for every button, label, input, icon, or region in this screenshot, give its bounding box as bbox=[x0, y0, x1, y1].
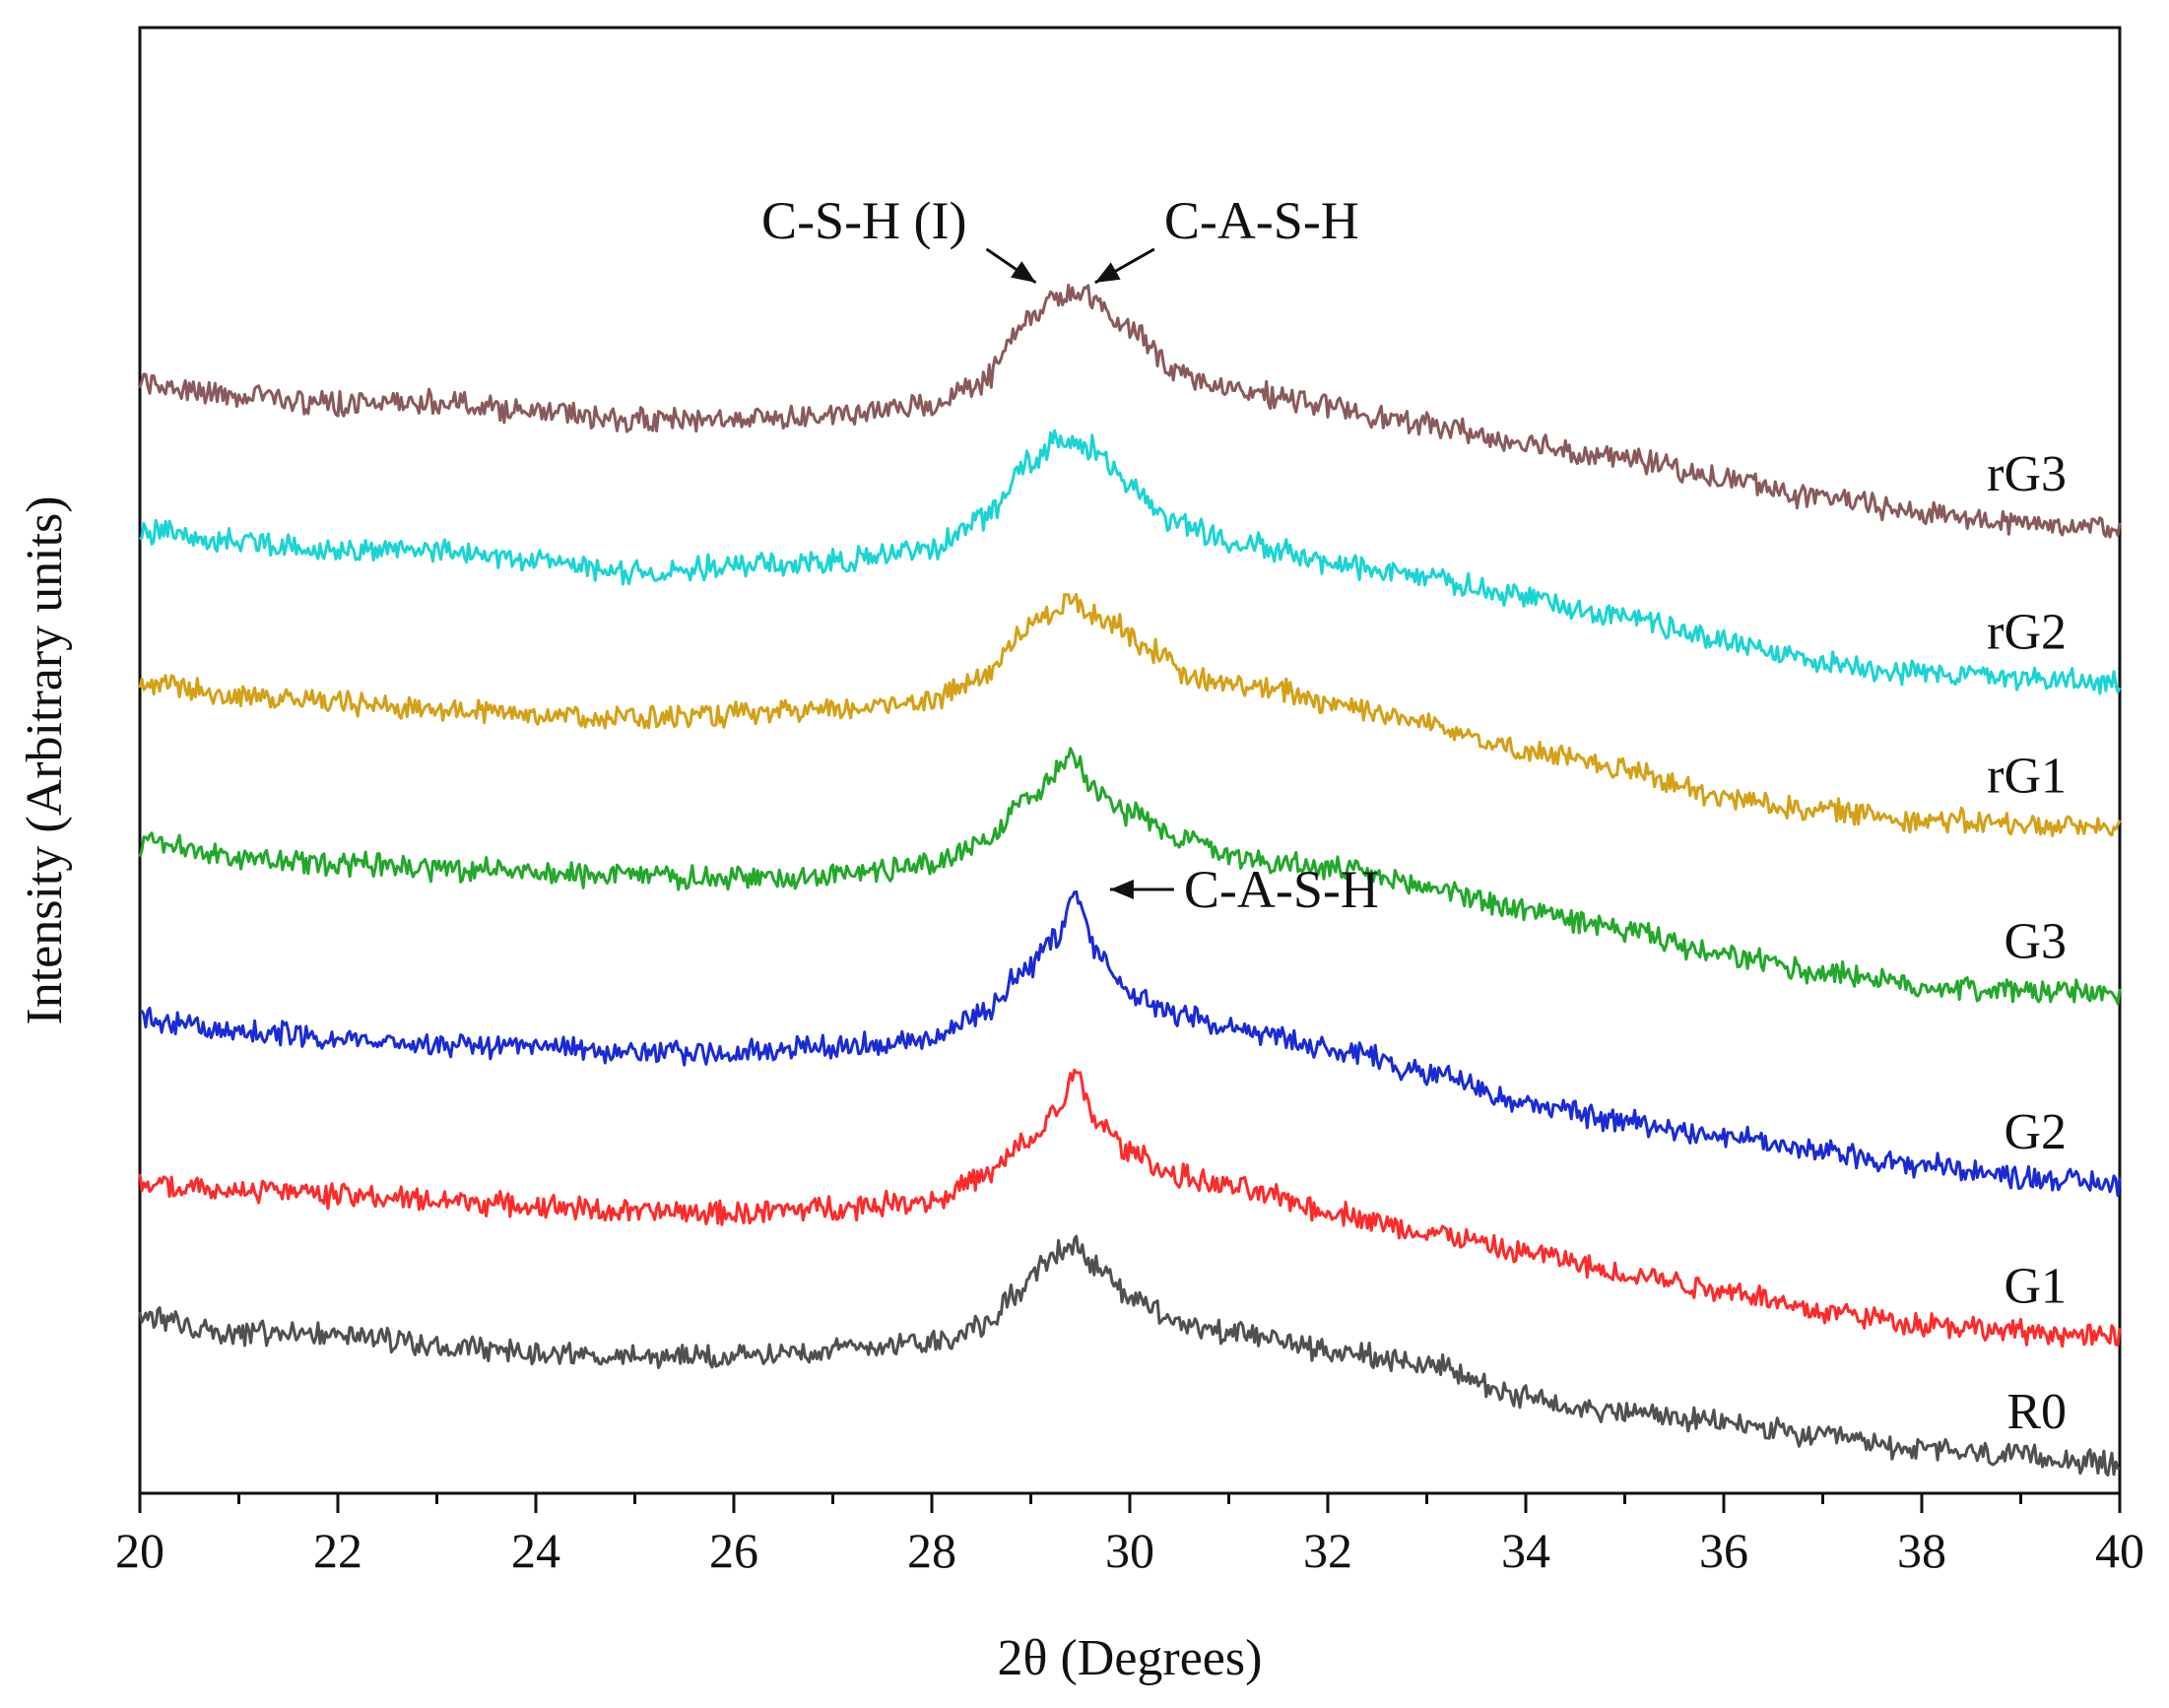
series-label-rg2: rG2 bbox=[1987, 605, 2067, 661]
x-tick-label: 28 bbox=[907, 1523, 956, 1578]
series-label-g1: G1 bbox=[2004, 1258, 2067, 1314]
y-axis-label: Intensity (Arbitrary units) bbox=[17, 495, 73, 1024]
x-tick-label: 36 bbox=[1699, 1523, 1748, 1578]
series-line-rg3 bbox=[138, 283, 2122, 539]
series-label-rg3: rG3 bbox=[1987, 446, 2067, 502]
annotation-arrowhead bbox=[1109, 879, 1134, 899]
series-line-rg1 bbox=[138, 592, 2122, 837]
annotation-label: C-A-S-H bbox=[1184, 860, 1379, 919]
annotation-label: C-S-H (I) bbox=[761, 191, 966, 250]
series-label-r0: R0 bbox=[2006, 1384, 2067, 1440]
series-line-rg2 bbox=[139, 428, 2122, 695]
series-label-g3: G3 bbox=[2004, 914, 2067, 970]
annotation-arrowhead bbox=[1094, 262, 1121, 283]
x-tick-label: 24 bbox=[511, 1523, 560, 1578]
x-tick-label: 22 bbox=[313, 1523, 362, 1578]
series-label-g2: G2 bbox=[2004, 1104, 2067, 1160]
x-axis-label: 2θ (Degrees) bbox=[998, 1630, 1263, 1686]
series-line-g2 bbox=[139, 889, 2122, 1198]
x-tick-label: 40 bbox=[2095, 1523, 2144, 1578]
series-label-rg1: rG1 bbox=[1987, 748, 2067, 804]
annotation-arrowhead bbox=[1011, 261, 1036, 283]
x-tick-label: 32 bbox=[1303, 1523, 1352, 1578]
series-line-g1 bbox=[138, 1068, 2122, 1348]
x-tick-label: 34 bbox=[1501, 1523, 1550, 1578]
series-line-g3 bbox=[138, 747, 2122, 1006]
x-tick-label: 38 bbox=[1897, 1523, 1946, 1578]
annotations: C-S-H (I) C-A-S-H C-A-S-H bbox=[761, 191, 1379, 919]
x-tick-label: 30 bbox=[1105, 1523, 1154, 1578]
series-line-r0 bbox=[138, 1234, 2121, 1477]
x-tick-label: 26 bbox=[709, 1523, 758, 1578]
x-axis: 20 22 24 26 28 30 32 34 36 38 40 bbox=[115, 1493, 2144, 1578]
annotation-label: C-A-S-H bbox=[1164, 191, 1359, 250]
series-layer: R0 G1 G2 G3 rG1 rG2 rG3 bbox=[138, 283, 2122, 1477]
x-tick-label: 20 bbox=[115, 1523, 164, 1578]
plot-frame bbox=[138, 26, 2122, 1495]
